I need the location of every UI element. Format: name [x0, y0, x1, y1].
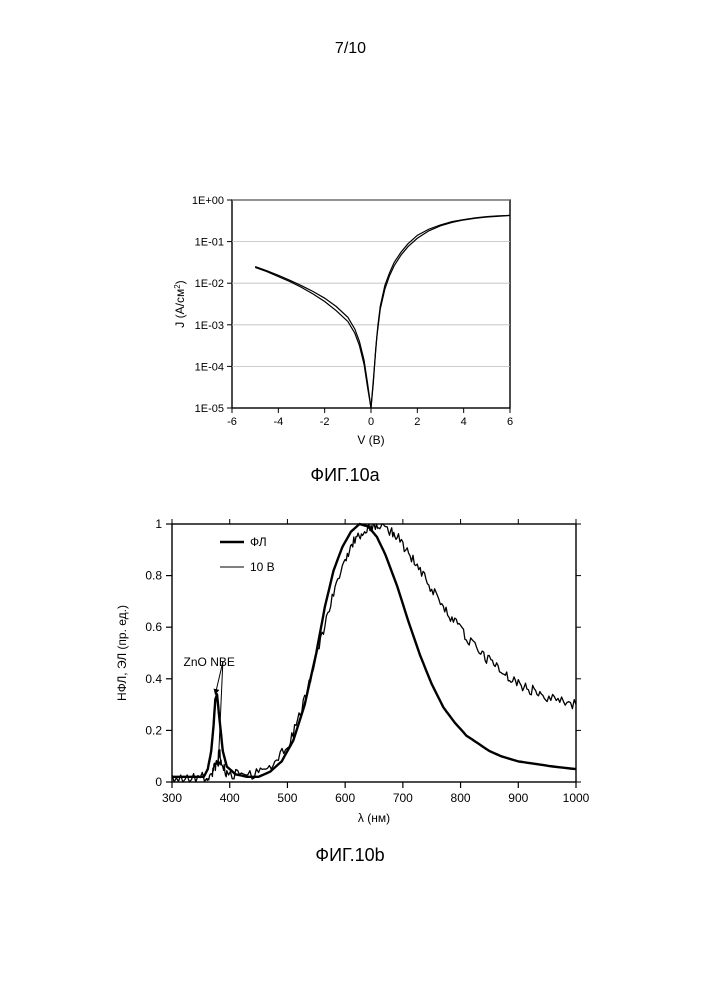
- svg-text:10 В: 10 В: [250, 560, 275, 574]
- svg-text:1: 1: [155, 517, 162, 531]
- svg-text:1000: 1000: [563, 791, 590, 805]
- svg-text:1E-05: 1E-05: [195, 403, 224, 415]
- svg-text:700: 700: [393, 791, 413, 805]
- svg-text:300: 300: [162, 791, 182, 805]
- page: 7/10 1E-05 1E-04 1E-03 1E-02 1E-01 1E+00 -6 -4 -…: [0, 0, 701, 999]
- svg-text:1E-01: 1E-01: [195, 237, 224, 249]
- svg-text:0.2: 0.2: [145, 723, 162, 737]
- svg-text:1E-04: 1E-04: [195, 361, 224, 373]
- svg-text:0.8: 0.8: [145, 569, 162, 583]
- svg-text:6: 6: [507, 416, 513, 428]
- svg-text:1E-03: 1E-03: [195, 320, 224, 332]
- svg-text:900: 900: [508, 791, 528, 805]
- svg-text:-4: -4: [273, 416, 283, 428]
- svg-text:V (B): V (B): [357, 433, 384, 447]
- svg-text:500: 500: [277, 791, 297, 805]
- svg-text:-6: -6: [227, 416, 237, 428]
- svg-text:4: 4: [461, 416, 467, 428]
- svg-text:0: 0: [155, 775, 162, 789]
- page-number: 7/10: [0, 40, 701, 58]
- svg-text:1E+00: 1E+00: [192, 195, 224, 207]
- chart-iv-curve: 1E-05 1E-04 1E-03 1E-02 1E-01 1E+00 -6 -4 -2 0 2 4 6…: [170, 190, 520, 450]
- svg-text:-2: -2: [320, 416, 330, 428]
- svg-text:НФЛ, ЭЛ (пр. ед.): НФЛ, ЭЛ (пр. ед.): [115, 605, 129, 701]
- svg-text:λ (нм): λ (нм): [358, 811, 390, 825]
- chart-spectra: 300 400 500 600 700 800 900 1000 0 0.2 0.4 0.6 0.8 1 λ…: [110, 510, 590, 830]
- svg-text:600: 600: [335, 791, 355, 805]
- svg-text:0.6: 0.6: [145, 620, 162, 634]
- figure-10a: 1E-05 1E-04 1E-03 1E-02 1E-01 1E+00 -6 -4 -2 0 2 4 6…: [170, 190, 520, 486]
- figure-10b: 300 400 500 600 700 800 900 1000 0 0.2 0.4 0.6 0.8 1 λ…: [110, 510, 590, 866]
- svg-text:ZnO NBE: ZnO NBE: [184, 655, 235, 669]
- svg-text:ФЛ: ФЛ: [250, 535, 267, 549]
- svg-text:2: 2: [414, 416, 420, 428]
- svg-text:1E-02: 1E-02: [195, 278, 224, 290]
- svg-text:800: 800: [451, 791, 471, 805]
- svg-text:0: 0: [368, 416, 374, 428]
- caption-10a: ФИГ.10a: [170, 465, 520, 486]
- svg-text:0.4: 0.4: [145, 672, 162, 686]
- svg-text:J (A/см2): J (A/см2): [173, 280, 188, 327]
- svg-text:400: 400: [220, 791, 240, 805]
- caption-10b: ФИГ.10b: [110, 845, 590, 866]
